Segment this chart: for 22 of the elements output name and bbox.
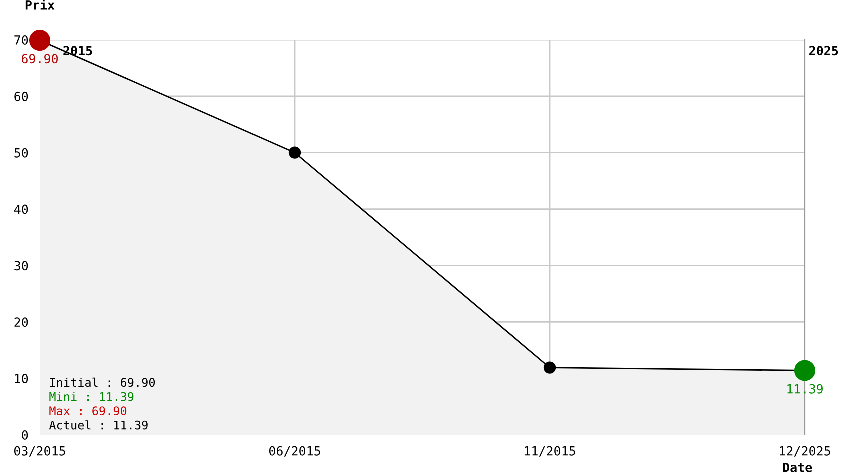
y-tick-label: 30 — [14, 261, 28, 271]
y-tick-label: 10 — [15, 374, 28, 384]
y-tick-label: 60 — [14, 92, 28, 102]
x-axis-title: Date — [783, 463, 812, 472]
annotation: Max : 69.90 — [50, 406, 127, 416]
annotation: 2015 — [64, 46, 92, 56]
x-tick-label: 03/2015 — [14, 446, 66, 457]
x-tick-label: 12/2025 — [780, 446, 830, 457]
x-tick-label: 11/2015 — [525, 446, 576, 457]
y-tick-label: 40 — [14, 204, 28, 214]
data-label: 11.39 — [788, 384, 823, 394]
y-tick-label: 50 — [14, 148, 28, 158]
annotation: Actuel : 11.39 — [49, 420, 148, 430]
y-tick-label: 0 — [22, 430, 28, 440]
annotation: Mini : 11.39 — [50, 392, 134, 402]
y-tick-label: 70 — [14, 36, 28, 45]
y-axis-title: Prix — [26, 0, 55, 10]
annotation: Initial : 69.90 — [50, 378, 156, 388]
y-tick-label: 20 — [14, 318, 28, 328]
x-tick-label: 06/2015 — [269, 446, 320, 457]
data-label: 69.90 — [22, 54, 58, 64]
text: 2025 — [810, 46, 838, 56]
